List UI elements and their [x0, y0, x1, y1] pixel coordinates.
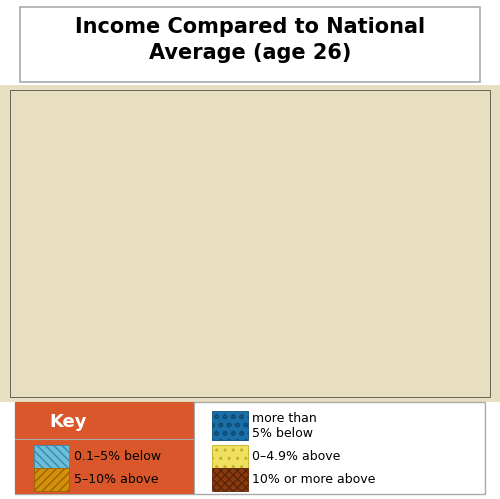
Bar [212, 468, 248, 491]
Bar [212, 445, 248, 468]
Text: 0–4.9% above: 0–4.9% above [252, 450, 340, 463]
Bar [15, 402, 194, 494]
Bar [34, 468, 69, 491]
Bar [34, 445, 69, 468]
Text: 0.1–5% below: 0.1–5% below [74, 450, 161, 463]
Text: 5–10% above: 5–10% above [74, 473, 158, 486]
Text: 10% or more above: 10% or more above [252, 473, 376, 486]
FancyBboxPatch shape [15, 402, 485, 494]
Bar [10, 90, 490, 397]
Bar [212, 411, 248, 441]
Bar [0, 85, 500, 402]
FancyBboxPatch shape [20, 7, 480, 82]
Text: more than
5% below: more than 5% below [252, 412, 317, 440]
Text: Key: Key [50, 413, 88, 431]
Text: Income Compared to National
Average (age 26): Income Compared to National Average (age… [75, 17, 425, 63]
